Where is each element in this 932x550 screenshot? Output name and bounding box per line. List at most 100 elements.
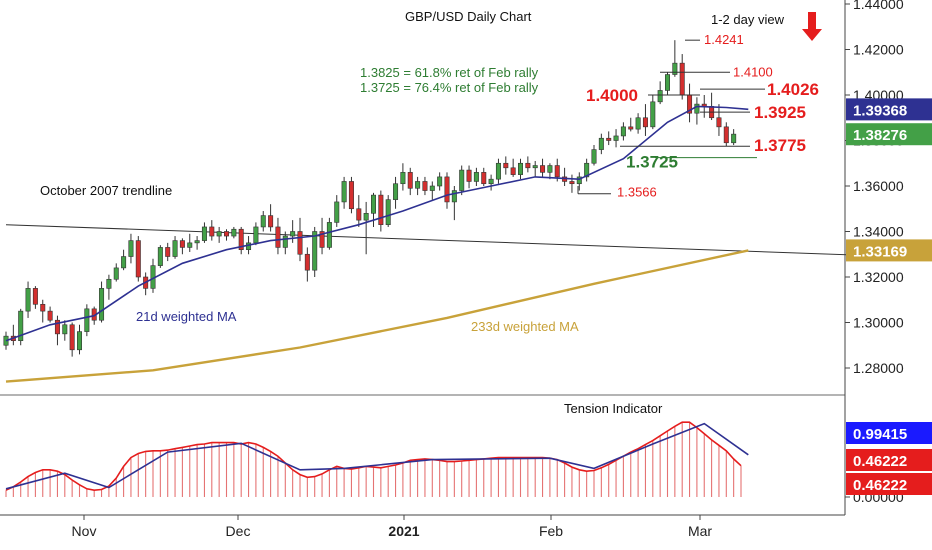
- candle-body: [312, 231, 318, 271]
- indicator-badge: [846, 473, 932, 495]
- x-tick-label: Nov: [72, 523, 97, 539]
- level-label: 1.4241: [704, 32, 744, 47]
- y-tick-label: 1.36000: [853, 178, 904, 194]
- candle-body: [429, 185, 435, 191]
- candle-body: [290, 231, 296, 237]
- y-tick-label: 1.30000: [853, 315, 904, 331]
- candle-body: [576, 176, 582, 185]
- y-tick-label: 1.28000: [853, 360, 904, 376]
- candle-body: [187, 242, 193, 248]
- candle-body: [304, 253, 310, 271]
- candle-body: [348, 181, 354, 210]
- chart-title: GBP/USD Daily Chart: [405, 9, 532, 24]
- price-badge: [846, 98, 932, 121]
- candle-body: [84, 308, 90, 332]
- candle-body: [598, 137, 604, 150]
- candle-body: [319, 231, 325, 248]
- candle-body: [444, 176, 450, 203]
- ma21-label: 21d weighted MA: [136, 309, 237, 324]
- candle-body: [69, 324, 75, 351]
- candle-body: [378, 194, 384, 225]
- price-badge: [846, 239, 932, 262]
- price-badge: [846, 123, 932, 146]
- candle-body: [569, 181, 575, 185]
- down-arrow-icon: [802, 12, 822, 41]
- y-tick-label: 1.34000: [853, 224, 904, 240]
- candle-body: [731, 133, 737, 144]
- candle-body: [679, 62, 685, 96]
- fib-annotation-1: 1.3825 = 61.8% ret of Feb rally: [360, 65, 539, 80]
- level-label: 1.3925: [754, 103, 806, 122]
- candle-body: [165, 247, 171, 257]
- candle-body: [99, 288, 105, 321]
- candle-body: [25, 288, 31, 312]
- candle-body: [238, 228, 244, 251]
- candle-body: [393, 183, 399, 200]
- candle-body: [231, 228, 237, 237]
- indicator-badge-label: 0.46222: [853, 453, 907, 470]
- level-label: 1.4000: [586, 86, 638, 105]
- candle-body: [268, 215, 274, 228]
- indicator-badge: [846, 449, 932, 471]
- candle-body: [657, 90, 663, 103]
- y-tick-label: 1.42000: [853, 42, 904, 58]
- candle-body: [495, 162, 501, 180]
- candle-body: [356, 208, 362, 221]
- candle-body: [532, 165, 538, 169]
- price-badge-label: 1.33169: [853, 243, 907, 260]
- candle-body: [415, 181, 421, 189]
- candle-body: [664, 74, 670, 91]
- x-tick-label: Feb: [539, 523, 563, 539]
- candle-body: [172, 240, 178, 257]
- candle-body: [194, 240, 200, 244]
- candle-body: [466, 169, 472, 182]
- candle-body: [275, 226, 281, 248]
- candle-body: [437, 176, 443, 187]
- fib-annotation-2: 1.3725 = 76.4% ret of Feb rally: [360, 80, 539, 95]
- candle-body: [157, 247, 163, 266]
- candle-body: [407, 172, 413, 189]
- indicator-badge: [846, 422, 932, 444]
- candle-body: [451, 190, 457, 203]
- candle-body: [341, 181, 347, 203]
- candle-body: [694, 103, 700, 114]
- candle-body: [128, 240, 134, 257]
- candle-body: [135, 240, 141, 278]
- candle-body: [216, 231, 222, 237]
- candle-body: [62, 324, 68, 335]
- candle-body: [606, 137, 612, 141]
- indicator-badge-label: 0.99415: [853, 426, 907, 443]
- candle-body: [422, 181, 428, 191]
- ma21-line: [5, 105, 749, 342]
- candle-body: [106, 278, 112, 289]
- candle-body: [540, 165, 546, 173]
- level-label: 1.4100: [733, 64, 773, 79]
- candle-body: [613, 135, 619, 141]
- level-label: 1.4026: [767, 80, 819, 99]
- indicator-badge-label: 0.46222: [853, 477, 907, 494]
- candle-body: [584, 162, 590, 178]
- y-tick-label: 1.44000: [853, 0, 904, 12]
- candle-body: [628, 126, 634, 130]
- ma233-line: [5, 249, 749, 383]
- candle-body: [459, 169, 465, 191]
- candle-body: [54, 319, 60, 335]
- candle-body: [723, 126, 729, 144]
- candle-body: [18, 310, 24, 342]
- candle-body: [385, 199, 391, 225]
- level-label: 1.3725: [626, 153, 678, 172]
- x-tick-label: Dec: [226, 523, 251, 539]
- candle-body: [635, 117, 641, 130]
- x-tick-label: Mar: [688, 523, 712, 539]
- candle-body: [650, 101, 656, 128]
- candle-body: [400, 172, 406, 185]
- candle-body: [363, 213, 369, 221]
- candle-body: [77, 331, 83, 351]
- price-badge-label: 1.38276: [853, 127, 907, 144]
- tension-label: Tension Indicator: [564, 401, 663, 416]
- candle-body: [179, 240, 185, 248]
- candle-body: [554, 165, 560, 178]
- candle-body: [591, 149, 597, 164]
- tension-ma-line: [5, 422, 749, 490]
- candle-body: [517, 162, 523, 175]
